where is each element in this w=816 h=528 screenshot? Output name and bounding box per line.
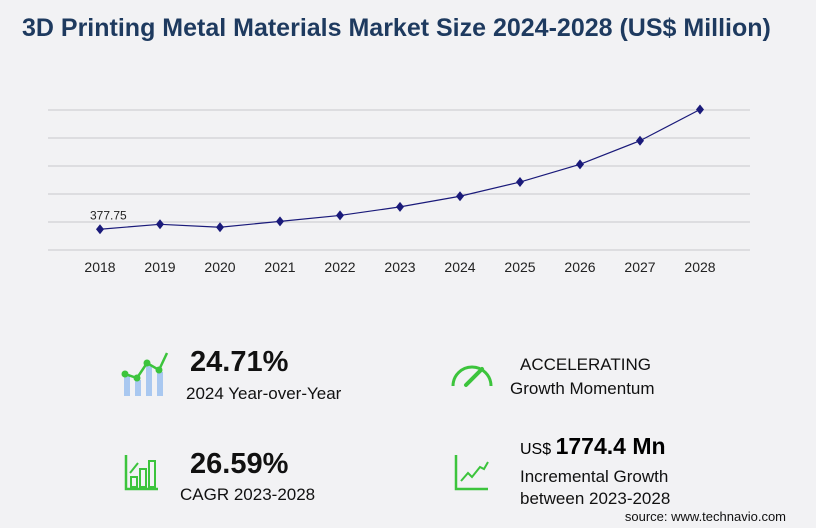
line-chart: 2018 2019 2020 2021 2022 2023 2024 2025 2026 2027… [48, 104, 750, 275]
source-text: source: www.technavio.com [624, 509, 786, 524]
x-tick-label: 2026 [564, 259, 595, 275]
data-point [456, 191, 464, 202]
yoy-label: 2024 Year-over-Year [186, 384, 342, 403]
incremental-value: US$ 1774.4 Mn [520, 433, 666, 460]
incremental-amount: 1774.4 Mn [555, 433, 666, 459]
bar-trend-icon [121, 352, 169, 396]
data-point [216, 222, 224, 233]
data-point [96, 224, 104, 235]
x-tick-label: 2022 [324, 259, 355, 275]
data-point [336, 210, 344, 221]
data-point [636, 135, 644, 146]
cagr-label: CAGR 2023-2028 [180, 485, 316, 504]
data-point [696, 104, 704, 115]
speedometer-icon [451, 365, 493, 387]
data-point [576, 159, 584, 170]
x-tick-label: 2019 [144, 259, 175, 275]
yoy-value: 24.71% [190, 346, 289, 378]
bar-chart-growth-icon [124, 455, 158, 491]
x-tick-label: 2020 [204, 259, 235, 275]
momentum-label: Growth Momentum [510, 379, 655, 398]
cagr-value: 26.59% [190, 448, 289, 480]
x-tick-label: 2018 [84, 259, 115, 275]
currency-prefix: US$ [520, 441, 552, 458]
x-tick-label: 2021 [264, 259, 295, 275]
data-label: 377.75 [90, 208, 127, 222]
incremental-label-2: between 2023-2028 [520, 489, 671, 508]
chart-title: 3D Printing Metal Materials Market Size … [22, 14, 771, 42]
data-point [156, 219, 164, 230]
x-tick-label: 2023 [384, 259, 415, 275]
data-point [276, 216, 284, 227]
x-tick-label: 2024 [444, 259, 475, 275]
incremental-label-1: Incremental Growth [520, 467, 669, 486]
x-tick-label: 2028 [684, 259, 715, 275]
data-point [516, 177, 524, 188]
growth-line-icon [454, 455, 489, 491]
x-tick-label: 2027 [624, 259, 655, 275]
momentum-value: ACCELERATING [520, 355, 651, 374]
x-tick-label: 2025 [504, 259, 535, 275]
data-point [396, 201, 404, 212]
